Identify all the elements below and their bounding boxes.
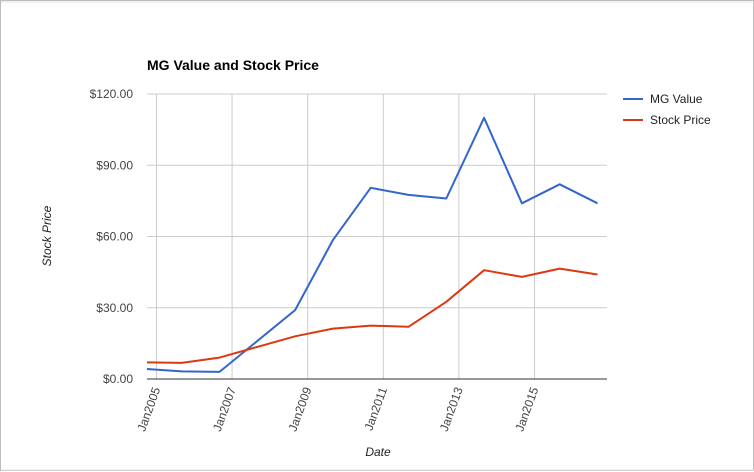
legend-label: Stock Price: [650, 113, 711, 127]
x-tick-label: Jan2015: [512, 385, 541, 433]
x-tick-label: Jan2013: [437, 385, 466, 433]
x-tick-label: Jan2011: [362, 385, 391, 433]
series-line-stock-price: [146, 267, 598, 364]
x-tick-label: Jan2007: [210, 385, 239, 433]
chart-title: MG Value and Stock Price: [147, 57, 319, 73]
x-axis-title: Date: [365, 445, 391, 459]
x-axis-ticks: Jan2005 Jan2007 Jan2009 Jan2011 Jan2013 Jan20…: [134, 385, 541, 433]
gridlines: [147, 93, 607, 379]
y-tick-label: $30.00: [96, 301, 133, 315]
series-lines: [146, 116, 598, 373]
series-line-mg-value: [146, 116, 598, 373]
legend: MG Value Stock Price: [623, 92, 711, 127]
y-tick-label: $120.00: [90, 87, 134, 101]
y-axis-ticks: $0.00 $30.00 $60.00 $90.00 $120.00: [90, 87, 134, 386]
y-tick-label: $60.00: [96, 230, 133, 244]
x-tick-label: Jan2009: [286, 385, 315, 433]
x-tick-label: Jan2005: [134, 385, 163, 433]
legend-label: MG Value: [650, 92, 703, 106]
y-tick-label: $0.00: [103, 372, 133, 386]
y-tick-label: $90.00: [96, 158, 133, 172]
y-axis-title: Stock Price: [40, 205, 54, 266]
